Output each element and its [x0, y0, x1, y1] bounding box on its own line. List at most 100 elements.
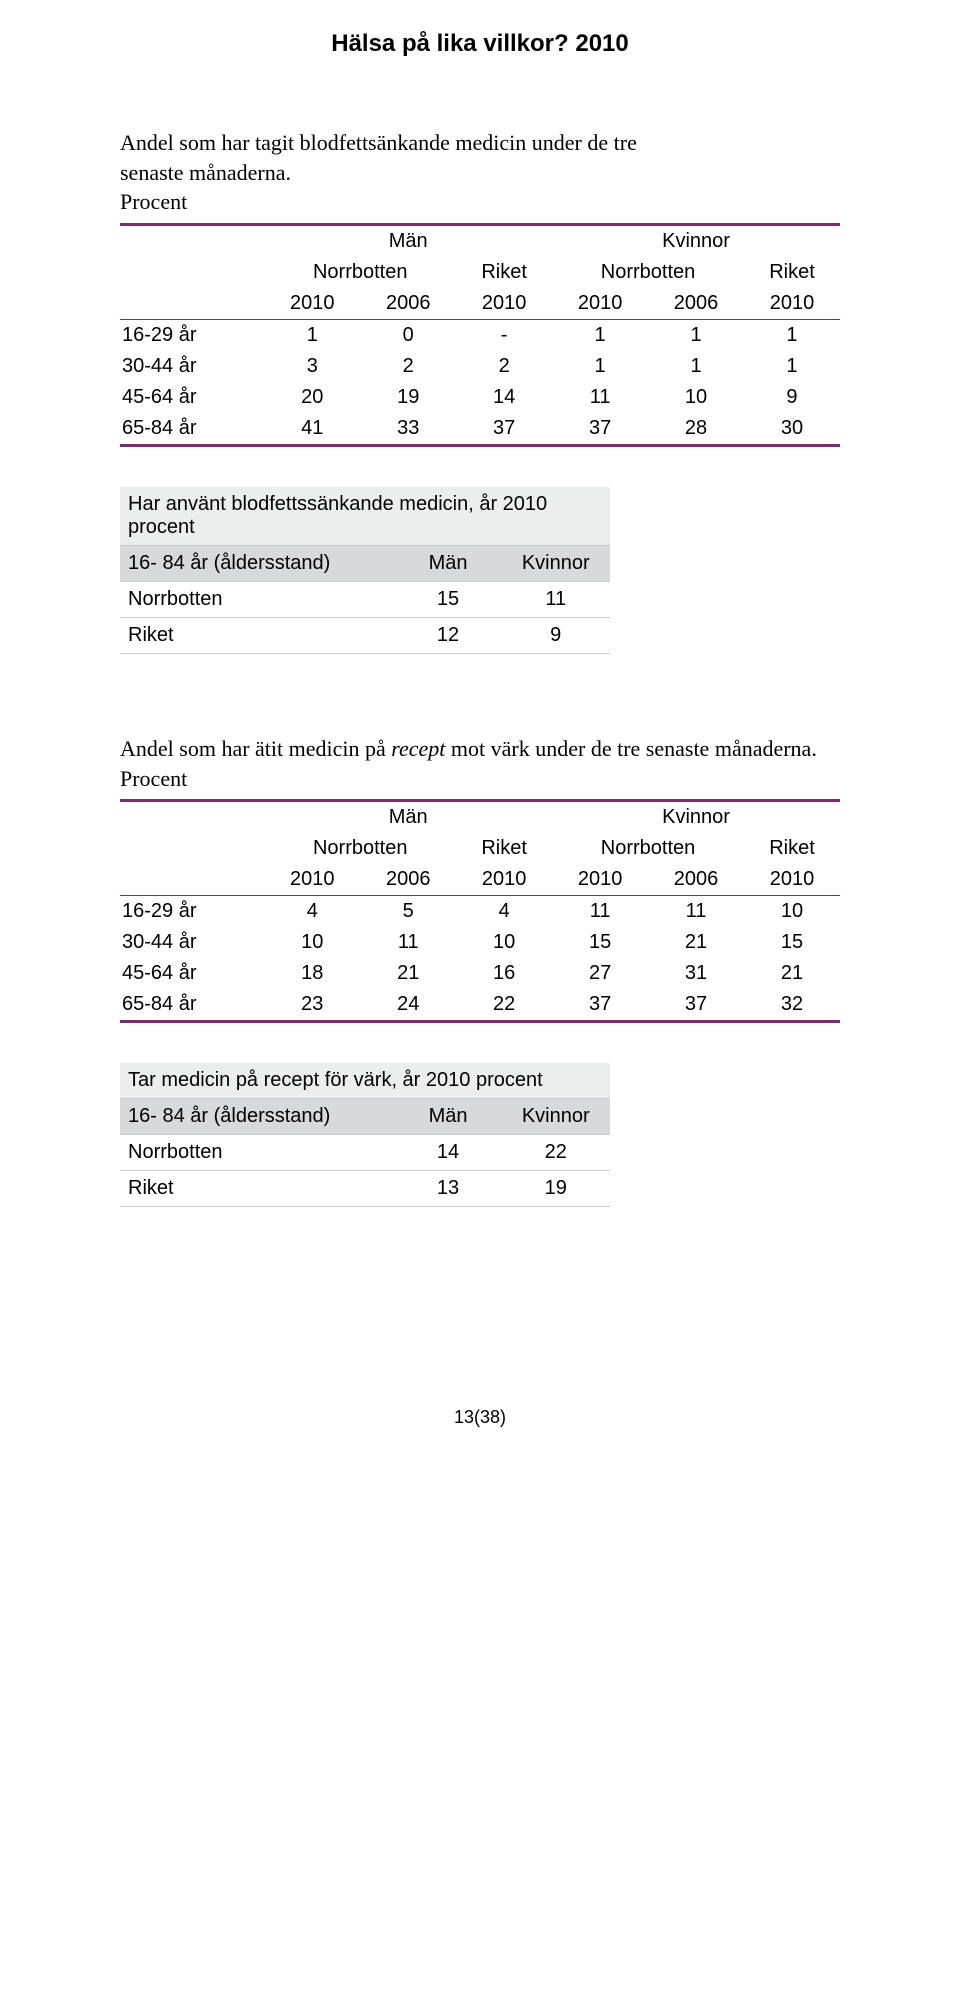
year-header: 2006 — [360, 288, 456, 320]
cell: 5 — [360, 896, 456, 928]
table-row: 16-29 år 1 0 - 1 1 1 — [120, 320, 840, 352]
summary-row-label: Norrbotten — [120, 582, 394, 618]
summary-head-women: Kvinnor — [502, 1099, 610, 1135]
col-header-riket: Riket — [456, 833, 552, 864]
cell: 9 — [744, 382, 840, 413]
cell: 15 — [552, 927, 648, 958]
col-header-women: Kvinnor — [552, 225, 840, 258]
cell: 37 — [456, 413, 552, 446]
cell: 33 — [360, 413, 456, 446]
summary-row-label: Norrbotten — [120, 1135, 394, 1171]
cell: 4 — [264, 896, 360, 928]
summary-head-men: Män — [394, 546, 502, 582]
summary-row-label: Riket — [120, 1171, 394, 1207]
summary-head-left: 16- 84 år (åldersstand) — [120, 1099, 394, 1135]
summary-head-row: 16- 84 år (åldersstand) Män Kvinnor — [120, 546, 610, 582]
section1-caption-line1: Andel som har tagit blodfettsänkande med… — [120, 130, 637, 155]
cell: 1 — [648, 320, 744, 352]
section2-summary: Tar medicin på recept för värk, år 2010 … — [120, 1063, 610, 1207]
cell: 20 — [264, 382, 360, 413]
year-header: 2010 — [456, 288, 552, 320]
cell: 28 — [648, 413, 744, 446]
summary-cell: 15 — [394, 582, 502, 618]
col-header-riket: Riket — [456, 257, 552, 288]
col-header-riket: Riket — [744, 833, 840, 864]
cell: 1 — [552, 351, 648, 382]
cell: 41 — [264, 413, 360, 446]
cell: 1 — [264, 320, 360, 352]
cell: 1 — [648, 351, 744, 382]
col-header-nb: Norrbotten — [264, 257, 456, 288]
col-header-men: Män — [264, 225, 552, 258]
table-row: 16-29 år 4 5 4 11 11 10 — [120, 896, 840, 928]
summary-row: Riket 12 9 — [120, 618, 610, 654]
cell: 19 — [360, 382, 456, 413]
summary-cell: 14 — [394, 1135, 502, 1171]
section1-caption-line2: senaste månaderna. — [120, 160, 291, 185]
cell: 10 — [456, 927, 552, 958]
cell: 11 — [552, 382, 648, 413]
cell: 2 — [456, 351, 552, 382]
col-header-men: Män — [264, 801, 552, 834]
year-header: 2010 — [456, 864, 552, 896]
cell: 1 — [552, 320, 648, 352]
table-row: 65-84 år 41 33 37 37 28 30 — [120, 413, 840, 446]
year-header: 2010 — [552, 864, 648, 896]
year-header: 2006 — [360, 864, 456, 896]
summary-head-left: 16- 84 år (åldersstand) — [120, 546, 394, 582]
cell: 0 — [360, 320, 456, 352]
cell: 11 — [552, 896, 648, 928]
summary-row: Norrbotten 14 22 — [120, 1135, 610, 1171]
summary-row: Riket 13 19 — [120, 1171, 610, 1207]
cell: 31 — [648, 958, 744, 989]
cell: 3 — [264, 351, 360, 382]
year-header: 2010 — [744, 288, 840, 320]
year-header: 2010 — [264, 288, 360, 320]
summary-cell: 11 — [502, 582, 610, 618]
cell: 11 — [648, 896, 744, 928]
table-row: 2010 2006 2010 2010 2006 2010 — [120, 288, 840, 320]
section1-caption: Andel som har tagit blodfettsänkande med… — [120, 128, 840, 217]
cell: 21 — [360, 958, 456, 989]
table-row: 65-84 år 23 24 22 37 37 32 — [120, 989, 840, 1022]
cell: 18 — [264, 958, 360, 989]
cell: 22 — [456, 989, 552, 1022]
summary-title: Tar medicin på recept för värk, år 2010 … — [120, 1063, 610, 1099]
page-header: Hälsa på lika villkor? 2010 — [120, 30, 840, 58]
summary-cell: 22 — [502, 1135, 610, 1171]
cell: 10 — [744, 896, 840, 928]
cell: 23 — [264, 989, 360, 1022]
cell: 32 — [744, 989, 840, 1022]
section1-caption-line3: Procent — [120, 189, 187, 214]
cell: 16 — [456, 958, 552, 989]
table-row: Norrbotten Riket Norrbotten Riket — [120, 257, 840, 288]
col-header-nb: Norrbotten — [552, 833, 744, 864]
summary-row: Norrbotten 15 11 — [120, 582, 610, 618]
cell: 27 — [552, 958, 648, 989]
row-label: 16-29 år — [120, 896, 264, 928]
col-header-riket: Riket — [744, 257, 840, 288]
section1-summary: Har använt blodfettssänkande medicin, år… — [120, 487, 610, 654]
cell: 10 — [264, 927, 360, 958]
cell: 37 — [648, 989, 744, 1022]
section2-table: Män Kvinnor Norrbotten Riket Norrbotten … — [120, 799, 840, 1023]
cell: - — [456, 320, 552, 352]
cell: 21 — [744, 958, 840, 989]
col-header-nb: Norrbotten — [552, 257, 744, 288]
cell: 30 — [744, 413, 840, 446]
row-label: 45-64 år — [120, 382, 264, 413]
summary-title-row: Har använt blodfettssänkande medicin, år… — [120, 487, 610, 546]
table-row: Män Kvinnor — [120, 225, 840, 258]
table-row: 2010 2006 2010 2010 2006 2010 — [120, 864, 840, 896]
section1-table: Män Kvinnor Norrbotten Riket Norrbotten … — [120, 223, 840, 447]
cell: 1 — [744, 351, 840, 382]
year-header: 2006 — [648, 288, 744, 320]
col-header-nb: Norrbotten — [264, 833, 456, 864]
cell: 1 — [744, 320, 840, 352]
summary-row-label: Riket — [120, 618, 394, 654]
summary-cell: 19 — [502, 1171, 610, 1207]
summary-title-row: Tar medicin på recept för värk, år 2010 … — [120, 1063, 610, 1099]
table-row: 45-64 år 18 21 16 27 31 21 — [120, 958, 840, 989]
cell: 2 — [360, 351, 456, 382]
section2-caption-pre: Andel som har ätit medicin på — [120, 736, 391, 761]
